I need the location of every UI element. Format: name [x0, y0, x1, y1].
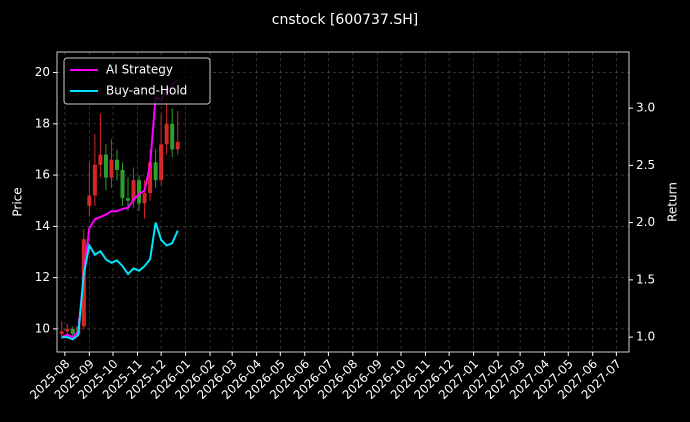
- candle-body: [120, 169, 125, 199]
- candle-body: [175, 141, 180, 150]
- candle-body: [114, 159, 119, 170]
- candle-body: [59, 331, 64, 335]
- y-axis-label: Price: [11, 187, 25, 216]
- y-tick-label: 18: [35, 116, 50, 130]
- candle-body: [148, 162, 153, 194]
- y2-tick-label: 2.0: [636, 215, 655, 229]
- candle-body: [164, 123, 169, 145]
- legend-label: Buy-and-Hold: [106, 84, 187, 98]
- candle-body: [98, 154, 103, 165]
- candle-body: [137, 180, 142, 204]
- candle-body: [103, 154, 108, 178]
- y-tick-label: 14: [35, 219, 50, 233]
- candle-body: [87, 195, 92, 206]
- y-tick-label: 10: [35, 321, 50, 335]
- plot-frame: [56, 51, 630, 353]
- chart-title: cnstock [600737.SH]: [272, 12, 418, 28]
- legend-box: [63, 57, 211, 105]
- y-tick-label: 16: [35, 168, 50, 182]
- candle-body: [65, 328, 70, 332]
- candle-body: [126, 198, 131, 201]
- y2-tick-label: 3.0: [636, 101, 655, 115]
- y2-tick-label: 1.5: [636, 272, 655, 286]
- candle-body: [131, 180, 136, 201]
- candle-body: [159, 144, 164, 181]
- y2-tick-label: 1.0: [636, 330, 655, 344]
- candle-body: [70, 328, 75, 335]
- y-tick-label: 20: [35, 65, 50, 79]
- candle-body: [109, 159, 114, 178]
- y2-tick-label: 2.5: [636, 158, 655, 172]
- series-line: [61, 78, 179, 339]
- y2-axis-label: Return: [666, 182, 680, 222]
- candle-body: [92, 164, 97, 196]
- legend-label: AI Strategy: [106, 63, 173, 77]
- y-tick-label: 12: [35, 270, 50, 284]
- series-line: [61, 222, 179, 341]
- candle-body: [153, 162, 158, 181]
- candle-body: [170, 123, 175, 150]
- candle-body: [142, 193, 147, 204]
